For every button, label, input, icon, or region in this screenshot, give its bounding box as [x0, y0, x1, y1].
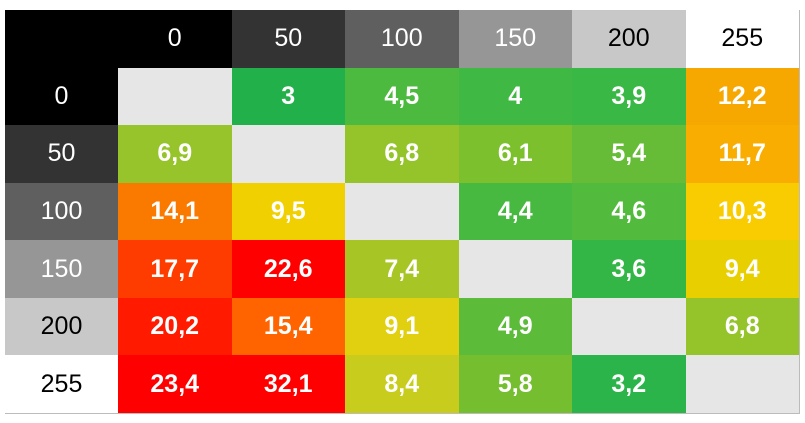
row-header: 255 [5, 355, 118, 413]
value-cell: 7,4 [345, 240, 459, 298]
row-header: 150 [5, 240, 118, 298]
value-cell: 3,2 [572, 355, 686, 413]
value-cell: 14,1 [118, 182, 232, 241]
corner-cell [5, 10, 118, 68]
value-cell: 5,8 [458, 355, 572, 413]
value-cell: 8,4 [345, 355, 459, 413]
value-cell: 22,6 [231, 240, 345, 298]
value-cell: 6,8 [685, 297, 799, 356]
value-cell: 4,9 [458, 297, 572, 356]
empty-cell [572, 297, 686, 356]
value-cell: 3,6 [572, 240, 686, 298]
value-cell: 6,1 [458, 125, 572, 183]
column-header: 150 [458, 10, 572, 68]
column-header: 200 [572, 10, 686, 68]
column-header: 50 [231, 10, 345, 68]
value-cell: 3,9 [572, 67, 686, 126]
column-header: 255 [685, 10, 799, 68]
value-cell: 3 [231, 67, 345, 126]
empty-cell [345, 182, 459, 241]
row-header: 0 [5, 67, 118, 126]
value-cell: 9,5 [231, 182, 345, 241]
empty-cell [685, 355, 799, 413]
column-header: 0 [118, 10, 232, 68]
empty-cell [231, 125, 345, 183]
value-cell: 9,4 [685, 240, 799, 298]
value-cell: 6,9 [118, 125, 232, 183]
value-cell: 10,3 [685, 182, 799, 241]
value-cell: 32,1 [231, 355, 345, 413]
heatmap-table: 0 50 100 150 200 255 0 3 4,5 4 3,9 12,2 50 6,9 6,8 6,1 5… [5, 10, 800, 414]
row-header: 100 [5, 182, 118, 241]
value-cell: 15,4 [231, 297, 345, 356]
value-cell: 4,4 [458, 182, 572, 241]
value-cell: 11,7 [685, 125, 799, 183]
row-header: 200 [5, 297, 118, 356]
value-cell: 4 [458, 67, 572, 126]
row-header: 50 [5, 125, 118, 183]
empty-cell [118, 67, 232, 126]
column-header: 100 [345, 10, 459, 68]
value-cell: 9,1 [345, 297, 459, 356]
value-cell: 17,7 [118, 240, 232, 298]
value-cell: 4,6 [572, 182, 686, 241]
value-cell: 6,8 [345, 125, 459, 183]
empty-cell [458, 240, 572, 298]
value-cell: 23,4 [118, 355, 232, 413]
value-cell: 12,2 [685, 67, 799, 126]
value-cell: 20,2 [118, 297, 232, 356]
value-cell: 4,5 [345, 67, 459, 126]
value-cell: 5,4 [572, 125, 686, 183]
